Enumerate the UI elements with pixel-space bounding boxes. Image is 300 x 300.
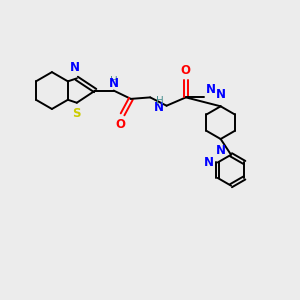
Text: N: N (154, 101, 164, 114)
Text: O: O (115, 118, 125, 131)
Text: N: N (70, 61, 80, 74)
Text: N: N (203, 156, 214, 169)
Text: S: S (73, 107, 81, 121)
Text: H: H (156, 96, 164, 106)
Text: N: N (109, 77, 118, 90)
Text: N: N (206, 83, 216, 96)
Text: O: O (181, 64, 191, 76)
Text: H: H (110, 76, 118, 85)
Text: N: N (216, 144, 226, 157)
Text: N: N (216, 88, 226, 101)
